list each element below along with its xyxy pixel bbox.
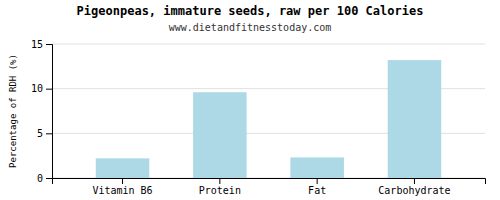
x-tick-mark — [122, 178, 123, 184]
x-tick-label: Carbohydrate — [378, 185, 450, 196]
x-tick-label: Vitamin B6 — [92, 185, 152, 196]
y-tick-mark — [46, 133, 52, 134]
x-tick: Fat — [308, 178, 326, 196]
title: Pigeonpeas, immature seeds, raw per 100 … — [77, 4, 424, 18]
grid — [52, 44, 485, 178]
grid-line — [52, 44, 485, 45]
y-axis-title: Percentage of RDH (%) — [8, 54, 18, 168]
y-axis-line — [46, 45, 53, 179]
bar — [96, 158, 150, 178]
x-tick-label: Protein — [199, 185, 241, 196]
y-tick-mark — [46, 178, 52, 179]
y-tick-label: 10 — [31, 83, 43, 94]
bar — [388, 60, 442, 178]
y-tick-label: 15 — [31, 39, 43, 50]
y-tick-label: 5 — [37, 128, 43, 139]
x-tick-mark — [219, 178, 220, 184]
y-tick-label: 0 — [37, 173, 43, 184]
bar — [193, 92, 247, 178]
y-tick-mark — [46, 44, 52, 45]
y-tick-mark — [46, 89, 52, 90]
plot-area: Vitamin B6 Protein Fat Carbohydrate 0 5 10 15 — [31, 39, 486, 196]
y-axis: 0 5 10 15 — [31, 39, 53, 184]
x-axis: Vitamin B6 Protein Fat Carbohydrate — [53, 178, 486, 196]
x-tick: Protein — [199, 178, 241, 196]
y-tick: 10 — [31, 83, 52, 94]
x-axis-line — [53, 179, 486, 185]
y-tick: 0 — [37, 173, 52, 184]
x-tick-label: Fat — [308, 185, 326, 196]
bar — [290, 157, 344, 178]
x-tick: Vitamin B6 — [92, 178, 152, 196]
y-tick: 15 — [31, 39, 52, 50]
x-tick-mark — [414, 178, 415, 184]
bars — [96, 60, 441, 178]
subtitle: www.dietandfitnesstoday.com — [169, 22, 332, 33]
y-tick: 5 — [37, 128, 52, 139]
chart: Pigeonpeas, immature seeds, raw per 100 … — [0, 0, 500, 200]
x-tick: Carbohydrate — [378, 178, 450, 196]
x-tick-mark — [317, 178, 318, 184]
